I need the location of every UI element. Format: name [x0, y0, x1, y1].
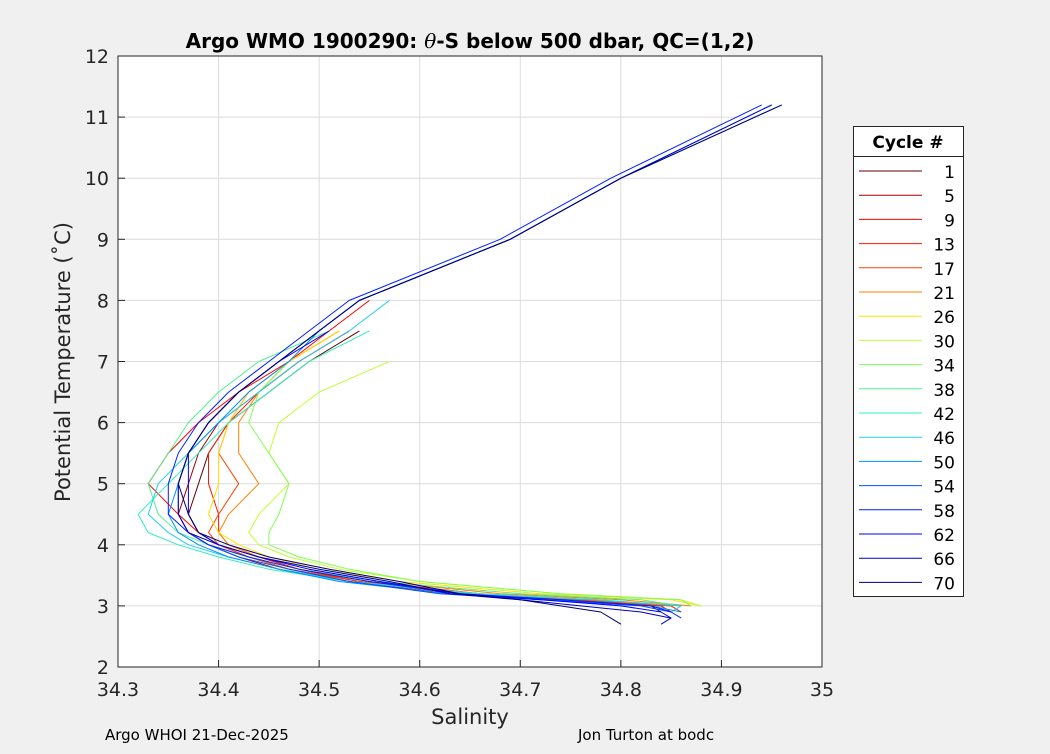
y-tick-label: 3: [97, 596, 109, 618]
series-line-cycle-58: [167, 104, 762, 619]
y-tick-label: 2: [97, 657, 109, 679]
legend-label: 58: [933, 502, 955, 522]
y-tick-label: 4: [97, 535, 109, 557]
x-tick-label: 34.7: [499, 679, 541, 701]
series-line-cycle-26: [208, 330, 702, 607]
y-tick-label: 5: [97, 474, 109, 496]
x-axis-label: Salinity: [431, 705, 509, 729]
x-tick-label: 34.9: [700, 679, 742, 701]
y-ticks: 2 3 4 5 6 7 8 9 10 11 12: [85, 46, 125, 679]
legend-label: 9: [944, 211, 955, 231]
legend-label: 54: [933, 478, 955, 498]
legend-label: 66: [933, 550, 955, 570]
legend-label: 30: [933, 332, 955, 352]
y-tick-label: 6: [97, 413, 109, 435]
chart-title: Argo WMO 1900290: θ-S below 500 dbar, QC…: [186, 29, 755, 53]
legend-label: 13: [933, 236, 955, 256]
legend-label: 42: [933, 405, 955, 425]
y-tick-label: 9: [97, 229, 109, 251]
y-tick-label: 12: [85, 46, 109, 68]
x-tick-label: 34.6: [399, 679, 441, 701]
x-tick-label: 34.8: [600, 679, 642, 701]
y-tick-label: 10: [85, 168, 109, 190]
series-line-cycle-34: [248, 361, 692, 607]
legend-label: 38: [933, 381, 955, 401]
legend-label: 70: [933, 574, 955, 594]
legend: Cycle # 1 5 9 13 17 21 26 30 34 38 42 46 50 54 58 62 66 7…: [853, 126, 964, 597]
series-line-cycle-42: [137, 330, 682, 607]
series-lines: [137, 104, 783, 625]
legend-label: 34: [933, 357, 955, 377]
x-tick-label: 35: [810, 679, 834, 701]
series-line-cycle-46: [147, 300, 682, 613]
x-ticks: 34.3 34.4 34.5 34.6 34.7 34.8 34.9 35: [97, 660, 834, 701]
legend-label: 46: [933, 429, 955, 449]
legend-title: Cycle #: [872, 133, 943, 153]
legend-label: 21: [933, 284, 955, 304]
legend-label: 50: [933, 453, 955, 473]
footer-right: Jon Turton at bodc: [577, 726, 714, 744]
x-tick-label: 34.4: [197, 679, 239, 701]
y-axis-label: Potential Temperature (˚C): [51, 222, 75, 502]
legend-label: 5: [944, 187, 955, 207]
legend-label: 17: [933, 260, 955, 280]
legend-label: 62: [933, 526, 955, 546]
y-tick-label: 8: [97, 290, 109, 312]
footer-left: Argo WHOI 21-Dec-2025: [105, 726, 289, 744]
x-tick-label: 34.5: [298, 679, 340, 701]
legend-box: [853, 126, 964, 597]
series-line-cycle-70: [177, 104, 783, 625]
legend-label: 1: [944, 163, 955, 183]
x-tick-label: 34.3: [97, 679, 139, 701]
legend-label: 26: [933, 308, 955, 328]
y-tick-label: 11: [85, 107, 109, 129]
y-tick-label: 7: [97, 352, 109, 374]
